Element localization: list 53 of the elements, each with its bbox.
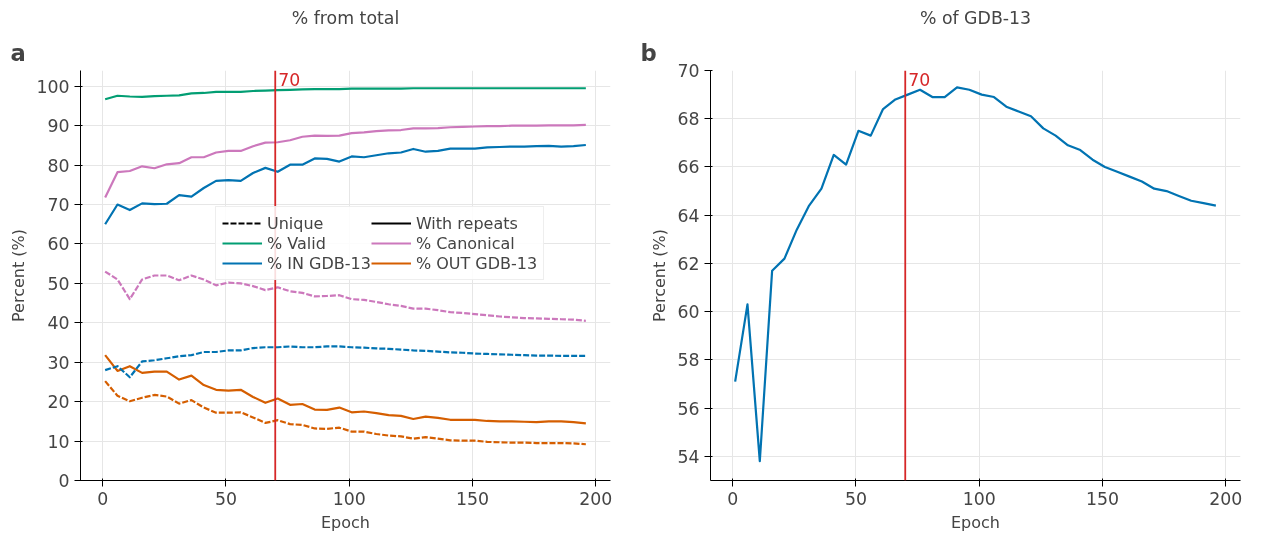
y-tick-label: 70 [47, 195, 70, 216]
x-tick-label: 100 [962, 488, 996, 509]
y-tick-label: 20 [47, 392, 70, 413]
x-tick-label: 100 [332, 488, 366, 509]
x-tick-label: 0 [727, 488, 739, 509]
x-axis-title: Epoch [321, 512, 370, 532]
y-tick-label: 30 [47, 352, 70, 373]
x-tick-label: 200 [579, 488, 613, 509]
x-tick-label: 50 [844, 488, 867, 509]
text: b [640, 39, 657, 66]
line-series [104, 123, 587, 199]
legend-label: Unique [267, 213, 324, 233]
line-series [734, 86, 1217, 463]
y-tick-label: 68 [677, 109, 700, 130]
chart-title: % of GDB-13 [919, 7, 1032, 28]
y-tick-label: 60 [677, 302, 700, 323]
ref-line-label: 70 [278, 69, 301, 90]
y-tick-label: 70 [677, 61, 700, 81]
line-series [104, 270, 587, 322]
line-series [104, 345, 587, 379]
y-tick-label: 50 [47, 273, 70, 294]
x-tick-label: 150 [1085, 488, 1119, 509]
x-tick-label: 200 [1209, 488, 1243, 509]
y-tick-label: 54 [677, 446, 700, 467]
legend-label: With repeats [415, 213, 518, 233]
legend-label: % Canonical [415, 233, 515, 253]
line-series [104, 380, 587, 446]
x-tick-label: 150 [455, 488, 489, 509]
legend-label: % IN GDB-13 [267, 253, 371, 273]
chart-title: % from total [291, 7, 400, 28]
text: a [10, 39, 26, 66]
y-tick-label: 10 [47, 431, 70, 452]
y-tick-label: 64 [677, 205, 700, 226]
y-tick-label: 62 [677, 253, 700, 274]
y-tick-label: 80 [47, 155, 70, 176]
legend-label: % Valid [267, 233, 326, 253]
y-tick-label: 0 [58, 471, 70, 491]
y-tick-label: 90 [47, 116, 70, 137]
y-tick-label: 56 [677, 398, 700, 419]
y-tick-label: 60 [47, 234, 70, 255]
y-tick-label: 40 [47, 313, 70, 334]
line-series [104, 354, 587, 425]
line-series [104, 87, 587, 101]
y-axis-title: Percent (%) [9, 229, 29, 322]
x-axis-title: Epoch [951, 512, 1000, 532]
y-tick-label: 66 [677, 157, 700, 178]
ref-line-label: 70 [908, 69, 931, 90]
y-tick-label: 58 [677, 350, 700, 371]
x-tick-label: 0 [97, 488, 109, 509]
y-tick-label: 100 [36, 76, 70, 97]
x-tick-label: 50 [214, 488, 237, 509]
y-axis-title: Percent (%) [650, 229, 670, 322]
legend-label: % OUT GDB-13 [415, 253, 538, 273]
